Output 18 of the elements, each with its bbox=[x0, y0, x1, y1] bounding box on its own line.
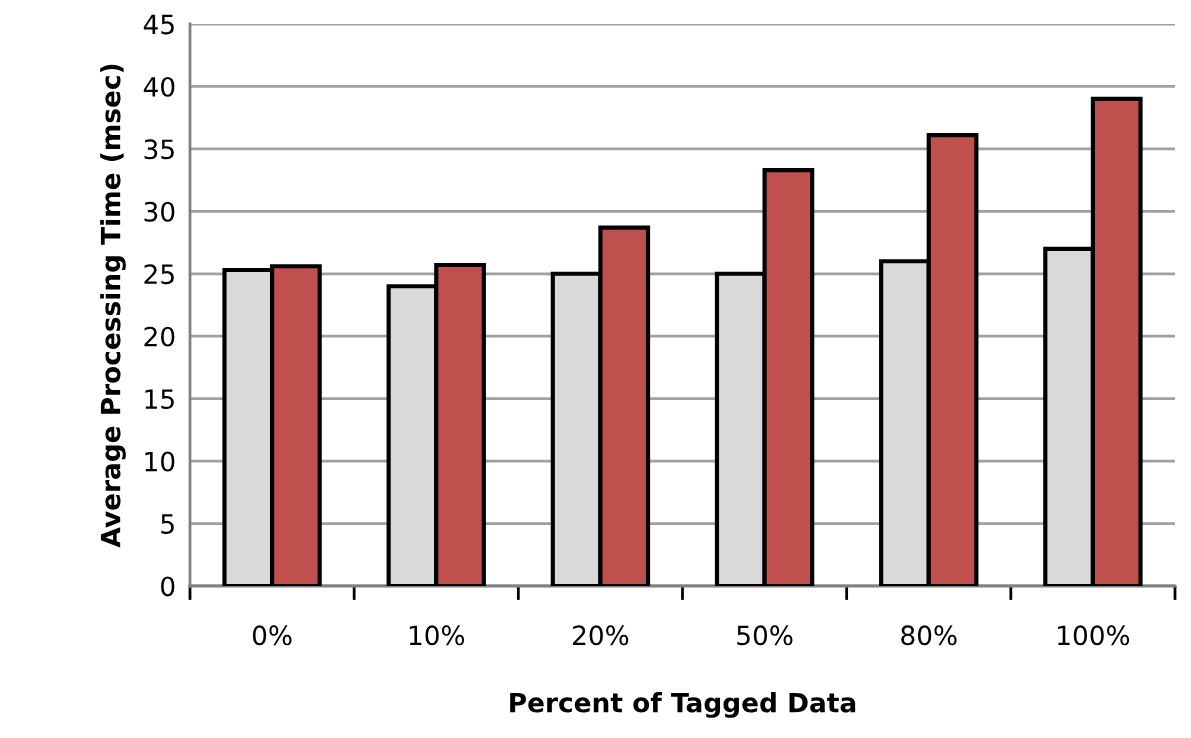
y-tick-label: 30 bbox=[144, 201, 175, 222]
x-tick-label: 10% bbox=[409, 625, 465, 646]
x-tick-label: 80% bbox=[901, 625, 957, 646]
y-tick-label: 10 bbox=[145, 451, 175, 472]
y-tick-label: 35 bbox=[144, 139, 174, 160]
y-tick-label: 25 bbox=[144, 264, 174, 285]
y-tick-label: 5 bbox=[161, 514, 174, 534]
x-tick-label: 0% bbox=[252, 625, 292, 646]
y-tick-label: 40 bbox=[143, 76, 175, 97]
y-tick-label: 15 bbox=[145, 389, 174, 410]
y-tick-label: 0 bbox=[161, 576, 175, 597]
x-tick-label: 20% bbox=[573, 625, 629, 646]
y-axis-title: Average Processing Time (msec) bbox=[100, 64, 126, 548]
x-tick-label: 50% bbox=[737, 625, 793, 646]
x-tick-label: 100% bbox=[1058, 625, 1130, 646]
x-axis-title: Percent of Tagged Data bbox=[510, 692, 856, 718]
y-tick-label: 20 bbox=[144, 326, 175, 347]
y-tick-label: 45 bbox=[143, 14, 174, 35]
